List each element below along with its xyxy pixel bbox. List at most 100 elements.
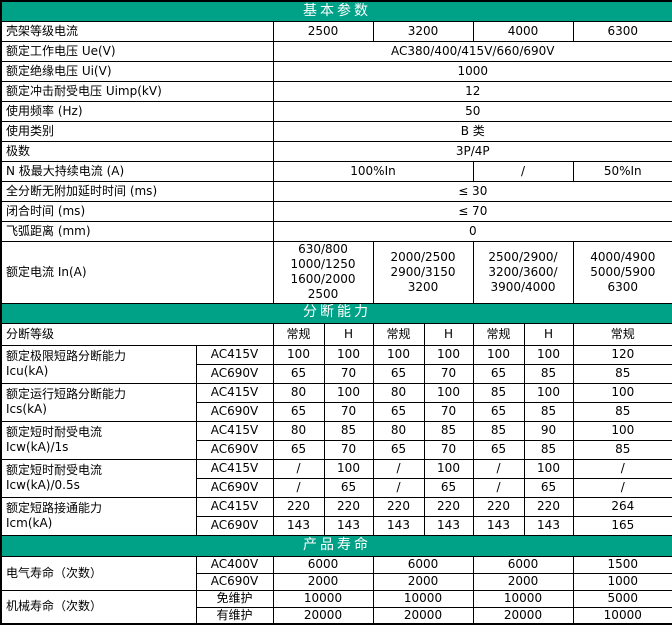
section-title: 产品寿命 <box>0 534 672 557</box>
value-cell: 70 <box>323 363 374 384</box>
grade-cell: H <box>423 322 474 346</box>
value-cell: 50%In <box>572 160 672 182</box>
sub-label: AC690V <box>195 572 274 591</box>
row-label: 全分断无附加延时时间 (ms) <box>0 180 274 202</box>
value-cell: ≤ 30 <box>272 180 672 202</box>
value-cell: 80 <box>372 420 425 441</box>
sub-label: AC690V <box>195 477 274 498</box>
value-cell: 12 <box>272 80 672 102</box>
row-icu-415: 额定极限短路分断能力 Icu(kA) AC415V 100 100 100 10… <box>0 344 672 384</box>
value-cell: 6000 <box>272 555 374 574</box>
sub-label: 有维护 <box>195 606 274 625</box>
value-cell: 85 <box>523 363 574 384</box>
sub-label: AC400V <box>195 555 274 574</box>
value-cell: 70 <box>423 401 474 422</box>
value-cell: 2000 <box>372 572 474 591</box>
value-cell: 100 <box>423 458 474 479</box>
row-label: 闭合时间 (ms) <box>0 200 274 222</box>
value-cell: 143 <box>523 515 574 536</box>
value-cell: 80 <box>272 382 325 403</box>
value-cell: 6000 <box>472 555 574 574</box>
value-cell: / <box>572 477 672 498</box>
row-close-time: 闭合时间 (ms) ≤ 70 <box>0 200 672 222</box>
row-icw1s-415: 额定短时耐受电流 Icw(kA)/1s AC415V 80 85 80 85 8… <box>0 420 672 460</box>
row-electrical-life-400: 电气寿命（次数） AC400V 6000 6000 6000 1500 <box>0 555 672 591</box>
value-cell: AC380/400/415V/660/690V <box>272 40 672 62</box>
row-label: 机械寿命（次数） <box>0 589 197 625</box>
row-label: 额定极限短路分断能力 Icu(kA) <box>0 344 197 384</box>
value-cell: 100 <box>323 382 374 403</box>
value-cell: 0 <box>272 220 672 242</box>
row-label: N 极最大持续电流 (A) <box>0 160 274 182</box>
value-cell: 65 <box>372 439 425 460</box>
value-cell: 4000/4900 5000/5900 6300 <box>572 240 672 304</box>
value-cell: 50 <box>272 100 672 122</box>
row-label: 电气寿命（次数） <box>0 555 197 591</box>
value-cell: 85 <box>572 363 672 384</box>
row-ui: 额定绝缘电压 Ui(V) 1000 <box>0 60 672 82</box>
value-cell: 100 <box>472 344 525 365</box>
grade-cell: H <box>523 322 574 346</box>
value-cell: 85 <box>572 401 672 422</box>
row-mechanical-life-free: 机械寿命（次数） 免维护 10000 10000 10000 5000 <box>0 589 672 625</box>
value-cell: 70 <box>423 439 474 460</box>
value-cell: 165 <box>572 515 672 536</box>
value-cell: 100%In <box>272 160 474 182</box>
row-label: 壳架等级电流 <box>0 20 274 42</box>
section-header-breaking: 分断能力 <box>0 302 672 324</box>
value-cell: 6000 <box>372 555 474 574</box>
value-cell: 65 <box>372 363 425 384</box>
row-category: 使用类别 B 类 <box>0 120 672 142</box>
sub-label: AC690V <box>195 515 274 536</box>
value-cell: 6300 <box>572 20 672 42</box>
value-cell: 65 <box>472 401 525 422</box>
value-cell: 100 <box>572 382 672 403</box>
value-cell: 65 <box>472 363 525 384</box>
section-title: 分断能力 <box>0 302 672 324</box>
value-cell: 3P/4P <box>272 140 672 162</box>
grade-cell: H <box>323 322 374 346</box>
value-cell: / <box>372 458 425 479</box>
row-icu-690: AC690V 65 70 65 70 65 85 85 <box>1 363 672 384</box>
value-cell: 85 <box>523 401 574 422</box>
row-label: 额定短时耐受电流 Icw(kA)/0.5s <box>0 458 197 498</box>
grade-cell: 常规 <box>472 322 525 346</box>
row-break-time: 全分断无附加延时时间 (ms) ≤ 30 <box>0 180 672 202</box>
value-cell: 1000 <box>272 60 672 82</box>
value-cell: 120 <box>572 344 672 365</box>
value-cell: 2000 <box>272 572 374 591</box>
row-electrical-life-690: AC690V 2000 2000 2000 1000 <box>1 572 672 591</box>
value-cell: 65 <box>523 477 574 498</box>
row-frame-current: 壳架等级电流 2500 3200 4000 6300 <box>0 20 672 42</box>
sub-label: 免维护 <box>195 589 274 608</box>
row-label: 额定电流 In(A) <box>0 240 274 304</box>
sub-label: AC415V <box>195 420 274 441</box>
value-cell: 220 <box>523 496 574 517</box>
value-cell: 70 <box>323 401 374 422</box>
value-cell: 10000 <box>572 606 672 625</box>
row-icw05s-690: AC690V / 65 / 65 / 65 / <box>1 477 672 498</box>
value-cell: 143 <box>372 515 425 536</box>
value-cell: 10000 <box>272 589 374 608</box>
value-cell: 100 <box>572 420 672 441</box>
row-ics-415: 额定运行短路分断能力 Ics(kA) AC415V 80 100 80 100 … <box>0 382 672 422</box>
value-cell: 90 <box>523 420 574 441</box>
value-cell: 4000 <box>472 20 574 42</box>
value-cell: 80 <box>372 382 425 403</box>
value-cell: 100 <box>523 344 574 365</box>
row-label: 额定绝缘电压 Ui(V) <box>0 60 274 82</box>
value-cell: / <box>472 458 525 479</box>
row-mechanical-life-maintained: 有维护 20000 20000 20000 10000 <box>1 606 672 625</box>
value-cell: 100 <box>323 458 374 479</box>
value-cell: 100 <box>272 344 325 365</box>
grade-cell: 常规 <box>572 322 672 346</box>
value-cell: 220 <box>272 496 325 517</box>
row-label: 极数 <box>0 140 274 162</box>
value-cell: 65 <box>423 477 474 498</box>
value-cell: 2000/2500 2900/3150 3200 <box>372 240 474 304</box>
value-cell: / <box>272 477 325 498</box>
value-cell: 85 <box>423 420 474 441</box>
value-cell: 65 <box>272 363 325 384</box>
value-cell: 1000 <box>572 572 672 591</box>
